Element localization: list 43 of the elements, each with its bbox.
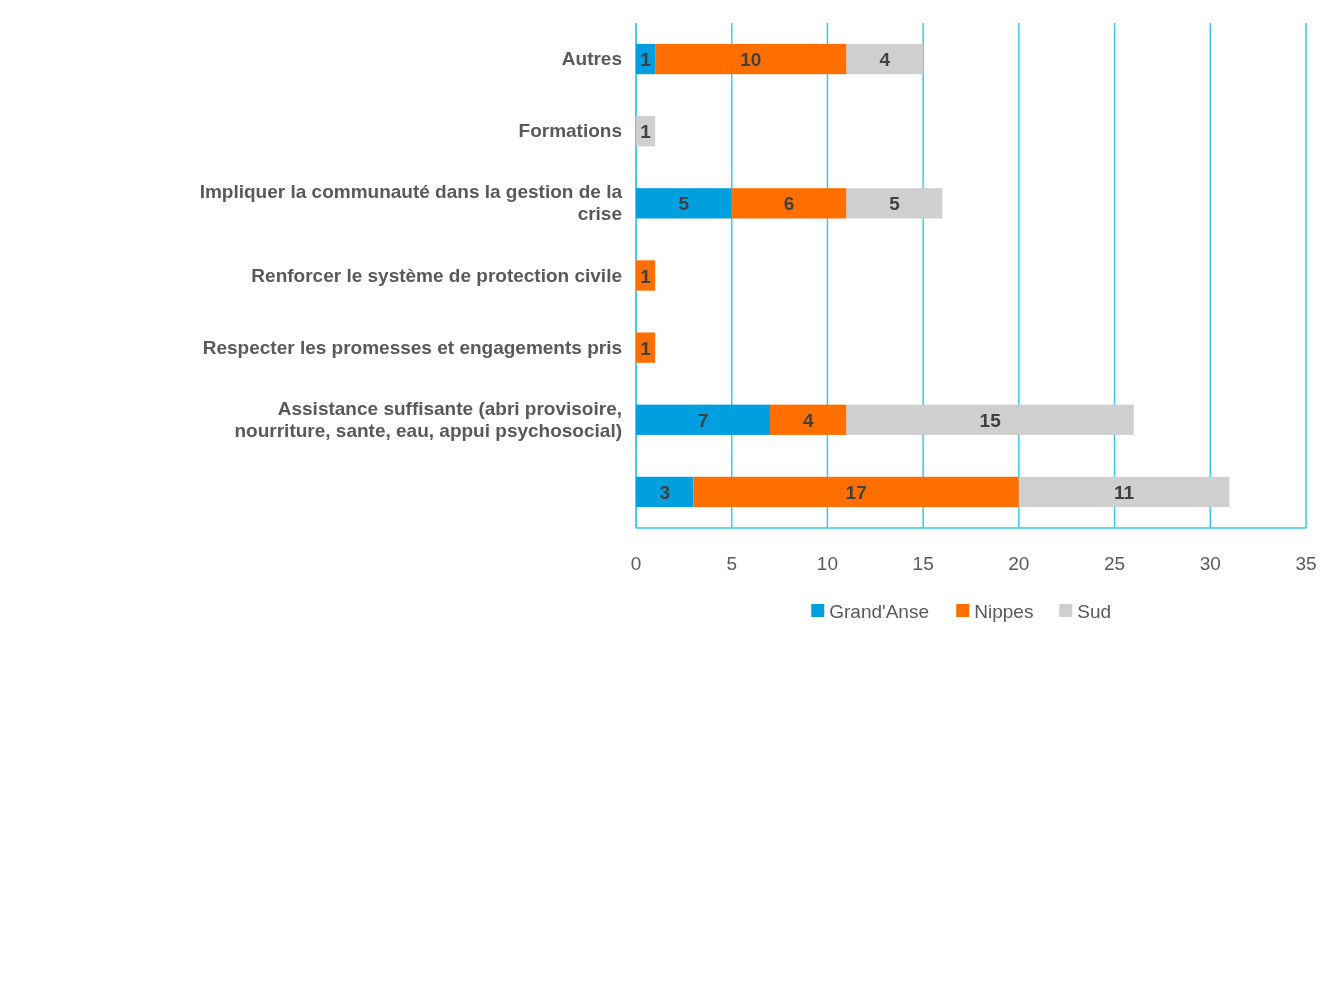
data-label: 3 — [659, 481, 670, 503]
data-label: 5 — [889, 193, 901, 215]
data-label: 15 — [979, 409, 1002, 431]
x-tick-label: 15 — [912, 553, 934, 574]
y-tick-label: Renforcer le système de protection civile — [251, 264, 622, 286]
bar — [636, 476, 694, 508]
legend-label: Grand'Anse — [829, 601, 929, 622]
y-tick-label: Formations — [518, 120, 622, 142]
x-tick-label: 35 — [1295, 553, 1317, 574]
y-tick-label: Respecter les promesses et engagements pris — [202, 336, 622, 358]
data-label: 1 — [640, 337, 652, 359]
bar — [846, 404, 1134, 435]
bar — [846, 43, 924, 75]
bar — [770, 404, 847, 435]
x-tick-label: 10 — [816, 553, 838, 574]
x-tick-label: 0 — [630, 553, 642, 574]
data-label: 7 — [697, 409, 709, 431]
bar — [636, 188, 732, 219]
data-label: 10 — [740, 49, 762, 71]
legend-label: Sud — [1077, 601, 1112, 622]
bar — [731, 188, 847, 219]
y-tick-label: Impliquer la communauté dans la gestion de la crise — [199, 181, 623, 225]
data-label: 4 — [803, 409, 814, 431]
y-tick-label: Autres — [561, 48, 622, 70]
bar — [693, 476, 1019, 508]
data-label: 6 — [783, 193, 795, 215]
bar — [655, 43, 847, 75]
data-label: 5 — [678, 193, 690, 215]
y-tick-label: Assistance suffisante (abri provisoire, nourriture, sante, eau, appui psychosocial) — [234, 397, 622, 441]
data-label: 17 — [845, 481, 867, 503]
x-tick-label: 20 — [1008, 553, 1030, 574]
x-tick-label: 30 — [1199, 553, 1221, 574]
data-label: 1 — [640, 49, 652, 71]
bar — [1018, 476, 1230, 508]
data-label: 4 — [879, 49, 891, 71]
x-tick-label: 5 — [726, 553, 737, 574]
bar — [846, 188, 943, 219]
data-label: 1 — [640, 121, 652, 143]
data-label: 1 — [640, 265, 652, 287]
x-tick-label: 25 — [1104, 553, 1126, 574]
data-label: 11 — [1114, 481, 1135, 503]
legend-label: Nippes — [974, 601, 1034, 622]
bar — [636, 404, 770, 435]
